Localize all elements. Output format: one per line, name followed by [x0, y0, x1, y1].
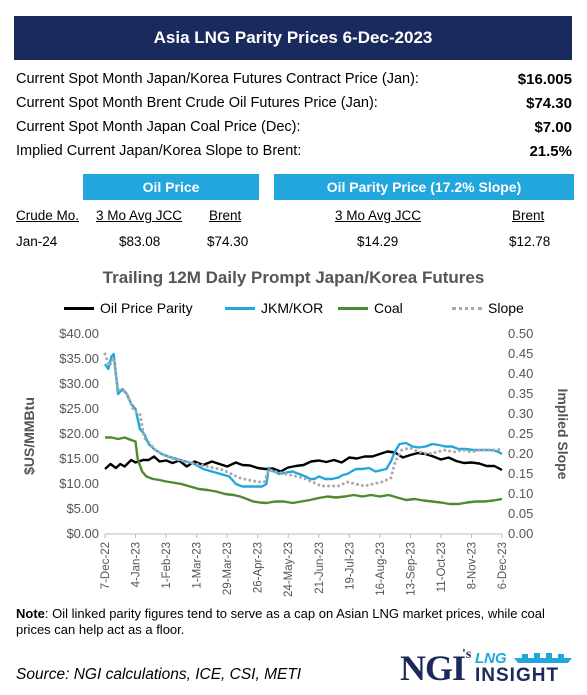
legend-label: JKM/KOR [261, 300, 324, 316]
logo-apos: 's [462, 647, 472, 662]
y-tick-label: $35.00 [59, 351, 99, 366]
summary-value: $74.30 [526, 94, 572, 112]
cell-parity-jcc: $14.29 [357, 234, 399, 249]
summary-label: Current Spot Month Japan/Korea Futures C… [16, 71, 419, 87]
series-line-slope [103, 352, 504, 488]
col-header-parity-brent: Brent [512, 208, 545, 223]
x-tick-label: 8-Nov-23 [466, 542, 478, 589]
ngi-lng-insight-logo: NGI 's LNG INSIGHT [400, 647, 576, 691]
col-header-brent: Brent [209, 208, 242, 223]
cell-crude-mo: Jan-24 [16, 234, 58, 249]
logo-ngi: NGI [400, 648, 466, 688]
page-header: Asia LNG Parity Prices 6-Dec-2023 [14, 16, 572, 60]
chart-title: Trailing 12M Daily Prompt Japan/Korea Fu… [102, 268, 485, 287]
legend-item-slope: Slope [452, 300, 524, 316]
y2-tick-label: 0.20 [508, 446, 533, 461]
series-line-oil-price-parity [104, 450, 503, 473]
cell-brent: $74.30 [207, 234, 249, 249]
legend-item-coal: Coal [338, 300, 403, 316]
x-tick-label: 29-Mar-23 [222, 542, 234, 595]
y2-tick-label: 0.35 [508, 386, 533, 401]
logo-insight: INSIGHT [475, 665, 560, 686]
page-title: Asia LNG Parity Prices 6-Dec-2023 [153, 28, 433, 47]
y2-tick-label: 0.10 [508, 486, 533, 501]
y-tick-label: $0.00 [66, 526, 99, 541]
note-text: : Oil linked parity figures tend to serv… [16, 606, 545, 637]
legend-item-jkm: JKM/KOR [225, 300, 323, 316]
legend-label: Oil Price Parity [100, 300, 193, 316]
legend-label: Slope [488, 300, 524, 316]
y2-tick-label: 0.00 [508, 526, 533, 541]
col-header-parity-jcc: 3 Mo Avg JCC [335, 208, 422, 223]
legend-item-parity: Oil Price Parity [64, 300, 193, 316]
oil-price-header: Oil Price [83, 174, 259, 200]
y2-tick-label: 0.45 [508, 346, 533, 361]
logo-lng: LNG [475, 650, 507, 667]
summary-label: Current Spot Month Brent Crude Oil Futur… [16, 95, 378, 111]
x-tick-label: 7-Dec-22 [100, 542, 112, 589]
x-tick-label: 11-Oct-23 [436, 542, 448, 592]
y2-tick-label: 0.15 [508, 466, 533, 481]
col-header-jcc: 3 Mo Avg JCC [96, 208, 183, 223]
cell-jcc: $83.08 [119, 234, 161, 249]
summary-row-jkm: Current Spot Month Japan/Korea Futures C… [16, 67, 572, 91]
series-line-jkm-kor [103, 352, 503, 488]
x-tick-label: 16-Aug-23 [375, 542, 387, 596]
x-tick-label: 19-Jul-23 [344, 542, 356, 590]
x-tick-label: 24-May-23 [283, 542, 295, 597]
x-tick-label: 1-Feb-23 [161, 542, 173, 589]
x-tick-label: 6-Dec-23 [497, 542, 509, 589]
y2-tick-label: 0.50 [508, 326, 533, 341]
summary-value: 21.5% [529, 142, 572, 160]
summary-row-slope: Implied Current Japan/Korea Slope to Bre… [16, 139, 572, 163]
cell-parity-brent: $12.78 [509, 234, 551, 249]
y2-tick-label: 0.40 [508, 366, 533, 381]
y2-tick-label: 0.30 [508, 406, 533, 421]
summary-value: $7.00 [534, 118, 572, 136]
summary-row-brent: Current Spot Month Brent Crude Oil Futur… [16, 91, 572, 115]
y2-axis-label: Implied Slope [555, 388, 571, 479]
oil-parity-header-label: Oil Parity Price (17.2% Slope) [326, 179, 522, 195]
y-tick-label: $15.00 [59, 451, 99, 466]
series-line-coal [105, 436, 503, 506]
legend-swatch [338, 306, 368, 310]
oil-parity-header: Oil Parity Price (17.2% Slope) [274, 174, 574, 200]
x-tick-label: 26-Apr-23 [253, 542, 265, 593]
summary-row-coal: Current Spot Month Japan Coal Price (Dec… [16, 115, 572, 139]
x-tick-label: 21-Jun-23 [314, 542, 326, 594]
legend-label: Coal [374, 300, 403, 316]
source-text: Source: NGI calculations, ICE, CSI, METI [16, 666, 302, 683]
summary-label: Current Spot Month Japan Coal Price (Dec… [16, 119, 301, 135]
x-tick-label: 4-Jan-23 [131, 542, 143, 587]
legend-swatch [64, 306, 94, 310]
legend-swatch [225, 306, 255, 310]
y-axis-label: $US/MMBtu [21, 397, 37, 475]
y-tick-label: $20.00 [59, 426, 99, 441]
y2-tick-label: 0.05 [508, 506, 533, 521]
y-tick-label: $25.00 [59, 401, 99, 416]
y-tick-label: $40.00 [59, 326, 99, 341]
y-tick-label: $10.00 [59, 476, 99, 491]
y-tick-label: $30.00 [59, 376, 99, 391]
line-chart: $0.00 $5.00 $10.00 $15.00 $20.00 $25.00 $30.00… [21, 326, 571, 597]
x-tick-label: 1-Mar-23 [192, 542, 204, 589]
y2-tick-label: 0.25 [508, 426, 533, 441]
summary-label: Implied Current Japan/Korea Slope to Bre… [16, 143, 302, 159]
summary-value: $16.005 [517, 70, 572, 88]
x-tick-label: 13-Sep-23 [405, 542, 417, 596]
oil-price-header-label: Oil Price [142, 179, 200, 195]
y-tick-label: $5.00 [66, 501, 99, 516]
chart-legend: Oil Price Parity JKM/KOR Coal Slope [0, 300, 587, 320]
ship-icon [514, 653, 572, 663]
note: Note: Oil linked parity figures tend to … [16, 606, 576, 638]
legend-swatch [452, 306, 482, 310]
col-header-crude-mo: Crude Mo. [16, 208, 80, 223]
note-label: Note [16, 606, 45, 621]
